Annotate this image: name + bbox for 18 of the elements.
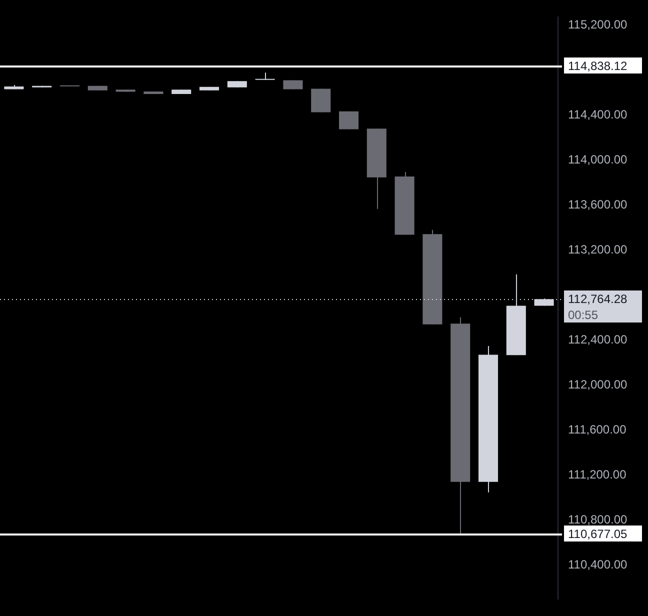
ref-line-label: 112,764.28 (568, 292, 628, 306)
candlestick (283, 80, 303, 90)
y-tick-label: 112,000.00 (568, 377, 628, 392)
y-tick-label: 115,200.00 (568, 17, 628, 32)
y-tick-label: 113,200.00 (568, 242, 628, 256)
y-tick-label: 113,600.00 (568, 197, 628, 212)
candlestick (311, 88, 331, 113)
candlestick (255, 72, 275, 80)
y-tick-label: 114,400.00 (568, 107, 628, 122)
y-tick-label: 111,600.00 (568, 422, 627, 436)
ref-line-label: 110,677.05 (568, 526, 628, 541)
y-tick-label: 114,000.00 (568, 152, 628, 166)
y-tick-label: 111,200.00 (568, 467, 627, 482)
text: 00:55 (568, 308, 598, 322)
y-tick-label: 110,400.00 (568, 557, 628, 572)
y-tick-label: 110,800.00 (568, 512, 628, 526)
ref-line-label: 114,838.12 (568, 58, 628, 73)
y-tick-label: 112,400.00 (568, 332, 628, 346)
